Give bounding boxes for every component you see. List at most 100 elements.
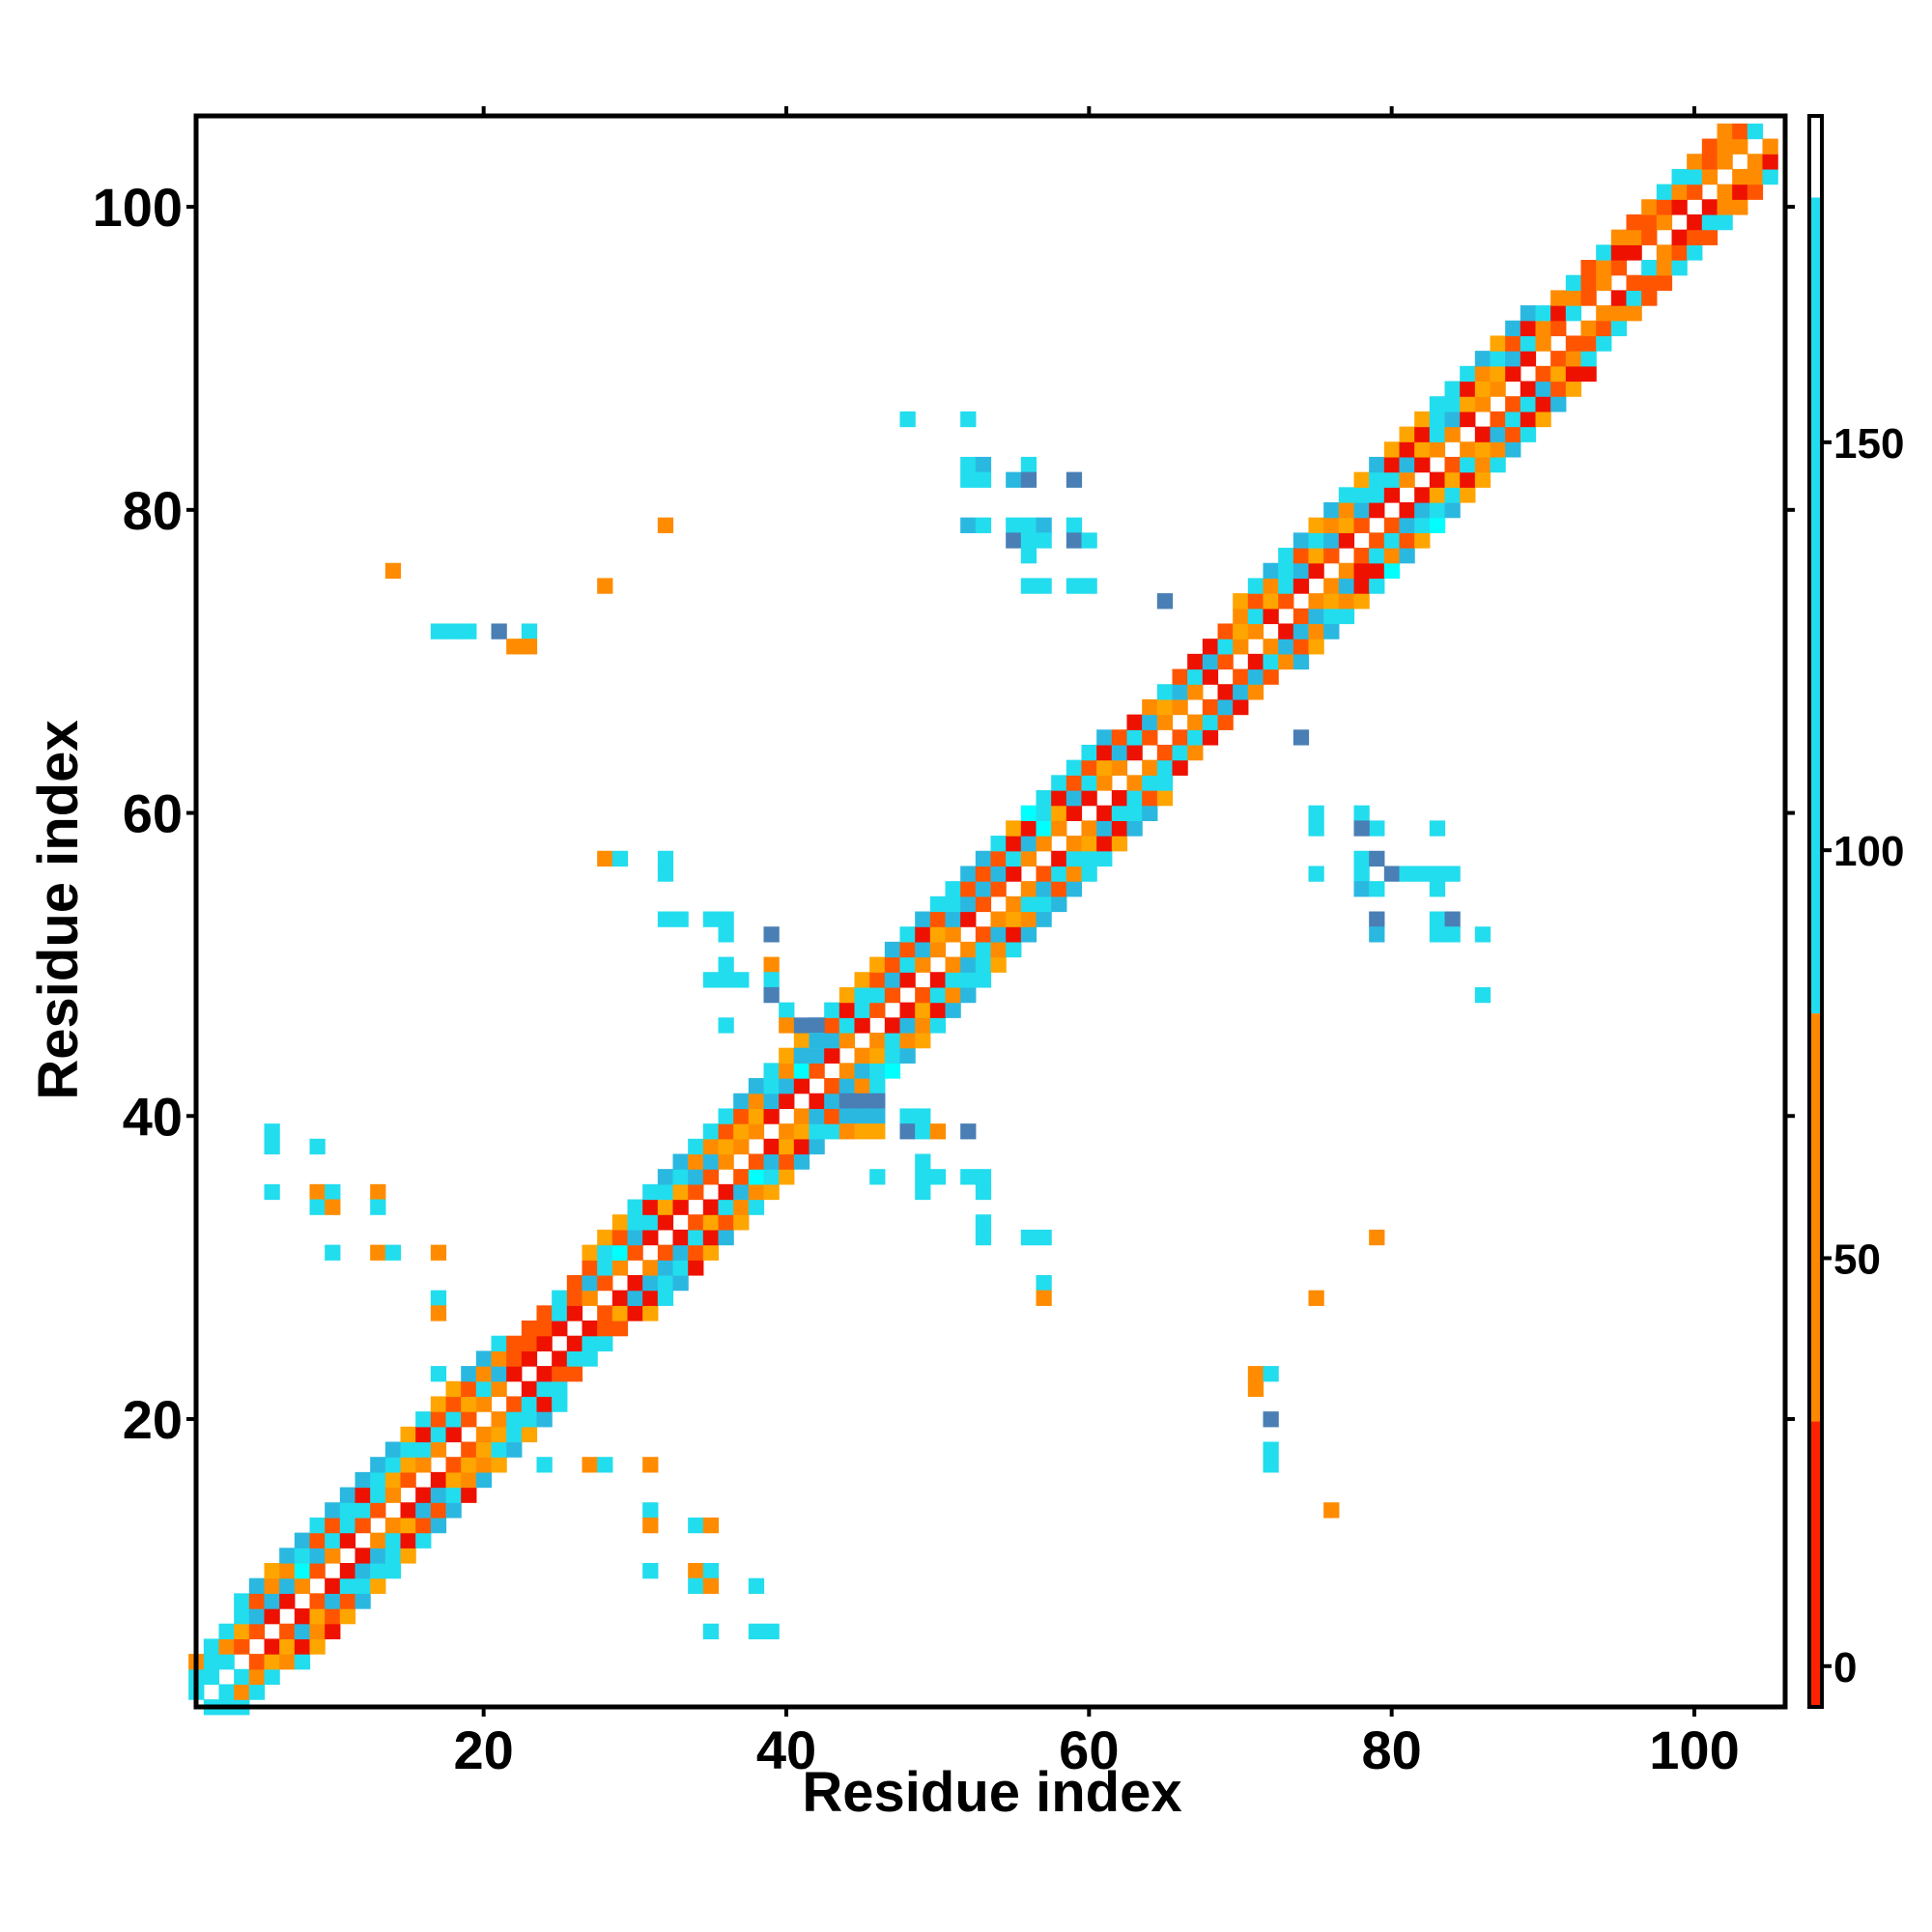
heatmap-cell bbox=[1081, 744, 1097, 761]
heatmap-cell bbox=[929, 911, 947, 927]
heatmap-cell bbox=[1490, 441, 1506, 458]
colorbar-band bbox=[1809, 1421, 1822, 1707]
y-tick-label: 100 bbox=[93, 177, 183, 238]
heatmap-cell bbox=[1308, 1290, 1324, 1306]
heatmap-cell bbox=[1656, 260, 1673, 276]
heatmap-cell bbox=[218, 1623, 235, 1640]
heatmap-cell bbox=[657, 1260, 674, 1276]
heatmap-cell bbox=[521, 1426, 538, 1443]
heatmap-cell bbox=[475, 1471, 493, 1489]
heatmap-cell bbox=[1747, 154, 1764, 170]
heatmap-cell bbox=[566, 1366, 583, 1382]
heatmap-cell bbox=[370, 1199, 386, 1215]
heatmap-cell bbox=[869, 1108, 886, 1124]
heatmap-cell bbox=[960, 1123, 977, 1140]
heatmap-cell bbox=[1429, 881, 1446, 897]
heatmap-cell bbox=[718, 1199, 734, 1215]
heatmap-cell bbox=[264, 1593, 280, 1609]
heatmap-cell bbox=[325, 1577, 341, 1594]
heatmap-cell bbox=[370, 1457, 386, 1473]
heatmap-cell bbox=[945, 926, 961, 943]
heatmap-cell bbox=[1383, 487, 1401, 503]
heatmap-cell bbox=[1020, 1229, 1037, 1246]
heatmap-cell bbox=[748, 1169, 765, 1185]
heatmap-cell bbox=[718, 1017, 734, 1034]
heatmap-cell bbox=[1263, 578, 1279, 594]
heatmap-cell bbox=[718, 1153, 734, 1170]
heatmap-cell bbox=[1550, 320, 1567, 337]
heatmap-cell bbox=[218, 1638, 235, 1655]
heatmap-cell bbox=[642, 1229, 659, 1246]
heatmap-cell bbox=[763, 956, 780, 973]
heatmap-cell bbox=[1263, 1457, 1279, 1473]
heatmap-cell bbox=[929, 1002, 947, 1018]
heatmap-cell bbox=[688, 1260, 704, 1276]
x-axis-label: Residue index bbox=[802, 1761, 1181, 1824]
heatmap-cell bbox=[1626, 213, 1642, 231]
heatmap-cell bbox=[1020, 926, 1037, 943]
heatmap-cell bbox=[1626, 274, 1642, 291]
heatmap-cell bbox=[248, 1684, 266, 1700]
heatmap-cell bbox=[430, 1366, 447, 1382]
heatmap-cell bbox=[521, 1411, 538, 1428]
heatmap-cell bbox=[582, 1350, 598, 1367]
heatmap-cell bbox=[779, 1047, 795, 1064]
y-tick-label: 20 bbox=[123, 1389, 183, 1450]
heatmap-cell bbox=[763, 1183, 780, 1201]
heatmap-cell bbox=[491, 1457, 507, 1473]
heatmap-cell bbox=[521, 1396, 538, 1412]
heatmap-cell bbox=[748, 1078, 765, 1094]
heatmap-cell bbox=[1444, 866, 1461, 882]
heatmap-cell bbox=[915, 1108, 931, 1124]
heatmap-cell bbox=[733, 1183, 750, 1201]
heatmap-cell bbox=[1520, 335, 1537, 352]
heatmap-cell bbox=[536, 1380, 553, 1398]
colorbar-tick-label: 150 bbox=[1833, 420, 1904, 468]
heatmap-cell bbox=[1732, 184, 1748, 200]
heatmap-cell bbox=[1520, 426, 1537, 442]
heatmap-cell bbox=[203, 1654, 220, 1670]
heatmap-cell bbox=[582, 1335, 598, 1351]
heatmap-cell bbox=[384, 1532, 402, 1548]
heatmap-cell bbox=[1490, 411, 1506, 428]
colorbar-tick-label: 50 bbox=[1833, 1236, 1881, 1283]
heatmap-cell bbox=[688, 1517, 704, 1534]
heatmap-cell bbox=[990, 956, 1007, 973]
heatmap-cell bbox=[869, 1063, 886, 1079]
heatmap-cell bbox=[1020, 820, 1037, 837]
heatmap-cell bbox=[1142, 714, 1158, 730]
heatmap-cell bbox=[1520, 305, 1537, 322]
heatmap-cell bbox=[884, 956, 901, 973]
x-tick-label: 40 bbox=[756, 1719, 816, 1780]
plot-frame bbox=[193, 113, 1788, 1710]
heatmap-cell bbox=[1081, 820, 1097, 837]
heatmap-cell bbox=[915, 1123, 931, 1140]
heatmap-cell bbox=[1096, 775, 1113, 791]
heatmap-cell bbox=[445, 1426, 462, 1443]
heatmap-cell bbox=[869, 986, 886, 1004]
heatmap-cell bbox=[415, 1487, 432, 1503]
heatmap-cell bbox=[642, 1274, 659, 1292]
heatmap-cell bbox=[1081, 790, 1097, 807]
heatmap-cell bbox=[1474, 986, 1492, 1004]
heatmap-cell bbox=[1338, 517, 1355, 533]
heatmap-cell bbox=[1399, 517, 1415, 533]
heatmap-cell bbox=[248, 1668, 266, 1686]
heatmap-cell bbox=[915, 1183, 931, 1201]
heatmap-cell bbox=[1126, 790, 1143, 807]
heatmap-cell bbox=[1383, 441, 1401, 458]
heatmap-cell bbox=[945, 986, 961, 1004]
x-tick-label: 80 bbox=[1362, 1719, 1422, 1780]
colorbar-band bbox=[1809, 116, 1822, 198]
heatmap-cell bbox=[475, 1380, 493, 1398]
heatmap-cell bbox=[355, 1471, 371, 1489]
heatmap-cell bbox=[1353, 881, 1370, 897]
heatmap-cell bbox=[733, 1214, 750, 1231]
heatmap-cell bbox=[1535, 305, 1551, 322]
heatmap-cell bbox=[597, 578, 613, 594]
heatmap-cell bbox=[536, 1457, 553, 1473]
heatmap-cell bbox=[1762, 138, 1778, 155]
heatmap-cell bbox=[975, 517, 992, 533]
heatmap-cell bbox=[642, 1517, 659, 1534]
heatmap-cell bbox=[824, 1108, 840, 1124]
